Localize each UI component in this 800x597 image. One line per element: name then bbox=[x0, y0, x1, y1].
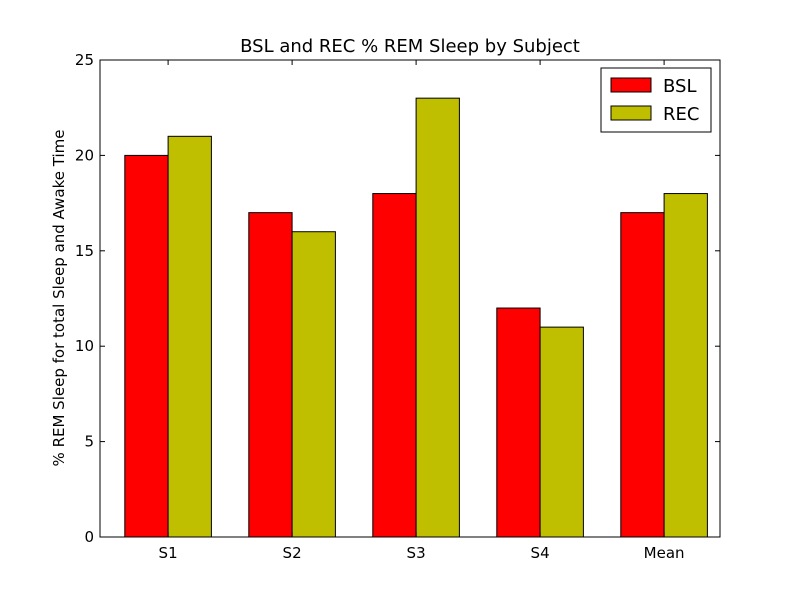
y-tick-label: 5 bbox=[84, 433, 94, 451]
y-tick-label: 25 bbox=[75, 51, 94, 69]
y-tick-label: 20 bbox=[75, 146, 94, 164]
bars-group bbox=[124, 97, 708, 538]
bar-rec-s4 bbox=[539, 326, 584, 538]
x-tick-label: S3 bbox=[407, 544, 426, 562]
y-tick-label: 15 bbox=[75, 242, 94, 260]
y-tick-label: 0 bbox=[84, 528, 94, 546]
legend-swatch-rec bbox=[610, 105, 652, 121]
x-tick-label: Mean bbox=[644, 544, 685, 562]
legend-label-bsl: BSL bbox=[663, 76, 697, 97]
y-axis-label: % REM Sleep for total Sleep and Awake Ti… bbox=[50, 130, 68, 467]
x-tick-label: S4 bbox=[531, 544, 550, 562]
legend-label-rec: REC bbox=[663, 104, 699, 125]
bar-bsl-s1 bbox=[124, 154, 169, 538]
bar-rec-s3 bbox=[415, 97, 460, 538]
y-tick-label: 10 bbox=[75, 337, 94, 355]
plot-frame bbox=[99, 59, 721, 538]
y-ticks-group: 0 5 10 15 20 25 bbox=[75, 51, 720, 546]
bar-bsl-mean bbox=[620, 212, 665, 538]
bar-rec-s2 bbox=[291, 231, 336, 538]
x-tick-label: S1 bbox=[159, 544, 178, 562]
legend-swatch-bsl bbox=[610, 77, 652, 93]
bar-bsl-s4 bbox=[496, 307, 541, 538]
x-tick-label: S2 bbox=[283, 544, 302, 562]
x-ticks-group: S1 S2 S3 S4 Mean bbox=[159, 60, 685, 562]
bar-bsl-s3 bbox=[372, 193, 417, 538]
bar-rec-mean bbox=[663, 193, 708, 538]
bar-rec-s1 bbox=[167, 135, 212, 538]
bar-bsl-s2 bbox=[248, 212, 293, 538]
chart-title: BSL and REC % REM Sleep by Subject bbox=[240, 36, 580, 57]
legend: BSL REC bbox=[600, 67, 712, 133]
